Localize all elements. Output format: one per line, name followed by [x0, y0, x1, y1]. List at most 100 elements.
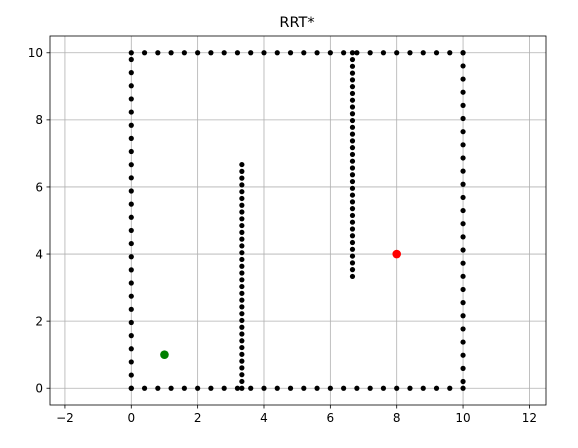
obstacle-point	[221, 50, 227, 56]
obstacle-point	[349, 206, 356, 212]
obstacle-point	[349, 226, 356, 232]
obstacle-point	[239, 161, 245, 168]
obstacle-point	[349, 145, 356, 151]
obstacle-point	[327, 50, 333, 56]
obstacle-point	[349, 260, 356, 266]
y-tick-label: 6	[35, 180, 43, 194]
start-goal-markers	[160, 249, 402, 359]
obstacle-point	[128, 319, 134, 326]
obstacle-point	[239, 283, 245, 290]
obstacle-point	[460, 194, 466, 201]
x-tick-label: 2	[194, 411, 202, 425]
obstacle-point	[349, 117, 356, 124]
obstacle-point	[239, 358, 245, 364]
obstacle-point	[420, 385, 426, 391]
obstacle-point	[354, 385, 360, 391]
obstacle-point	[239, 344, 245, 351]
obstacle-point	[460, 300, 466, 306]
obstacle-point	[460, 260, 466, 266]
obstacle-point	[327, 385, 333, 391]
obstacle-point	[460, 365, 466, 371]
obstacle-point	[239, 385, 245, 391]
y-tick-label: 2	[35, 314, 43, 328]
obstacle-point	[420, 50, 426, 56]
obstacle-point	[168, 50, 174, 56]
obstacle-point	[460, 168, 466, 174]
obstacle-points	[128, 50, 466, 391]
obstacle-point	[128, 162, 134, 168]
obstacle-point	[460, 234, 466, 240]
obstacle-point	[181, 385, 187, 391]
plot-area-frame	[49, 35, 547, 406]
obstacle-point	[349, 178, 356, 185]
obstacle-point	[349, 84, 356, 90]
obstacle-point	[460, 50, 466, 56]
obstacle-point	[239, 324, 245, 330]
obstacle-point	[128, 83, 134, 89]
obstacle-point	[433, 50, 440, 56]
obstacle-point	[349, 219, 356, 225]
obstacle-point	[341, 50, 347, 56]
obstacle-point	[239, 378, 245, 385]
obstacle-point	[447, 50, 453, 56]
obstacle-point	[239, 175, 245, 181]
obstacle-point	[407, 385, 413, 391]
obstacle-point	[460, 273, 466, 279]
obstacle-point	[394, 385, 400, 391]
obstacle-point	[128, 359, 134, 365]
obstacle-point	[349, 97, 356, 103]
obstacle-point	[181, 50, 187, 56]
y-tick-label: 4	[35, 247, 43, 261]
obstacle-point	[349, 192, 356, 198]
obstacle-point	[239, 311, 245, 317]
obstacle-point	[128, 280, 134, 286]
obstacle-point	[239, 202, 245, 208]
obstacle-point	[128, 333, 134, 339]
obstacle-point	[208, 385, 214, 391]
obstacle-point	[128, 372, 134, 378]
obstacle-point	[239, 290, 245, 296]
obstacle-point	[349, 111, 356, 117]
grid-lines	[50, 36, 546, 405]
chart-title: RRT*	[279, 15, 314, 31]
obstacle-point	[248, 385, 254, 391]
obstacle-point	[367, 385, 373, 391]
obstacle-point	[349, 253, 356, 259]
obstacle-point	[128, 70, 134, 76]
obstacle-point	[208, 50, 214, 56]
obstacle-point	[128, 385, 134, 391]
obstacle-point	[367, 50, 373, 56]
obstacle-point	[168, 385, 174, 391]
obstacle-point	[239, 297, 245, 303]
obstacle-point	[349, 56, 356, 63]
obstacle-point	[349, 104, 356, 110]
obstacle-point	[460, 221, 466, 227]
obstacle-point	[261, 385, 267, 391]
obstacle-point	[349, 90, 356, 97]
obstacle-point	[239, 331, 245, 337]
obstacle-point	[128, 175, 134, 181]
y-tick-label: 8	[35, 113, 43, 127]
obstacle-point	[460, 181, 466, 187]
obstacle-point	[460, 247, 466, 253]
start-point	[160, 350, 169, 359]
obstacle-point	[239, 216, 245, 222]
obstacle-point	[349, 267, 356, 273]
obstacle-point	[287, 385, 294, 391]
obstacle-point	[349, 212, 356, 219]
obstacle-point	[128, 267, 134, 273]
obstacle-point	[239, 256, 245, 263]
obstacle-point	[349, 158, 356, 164]
obstacle-point	[349, 246, 356, 252]
obstacle-point	[239, 229, 245, 235]
obstacle-point	[394, 50, 400, 56]
obstacle-point	[380, 50, 387, 56]
obstacle-point	[460, 385, 466, 391]
obstacle-point	[239, 236, 245, 242]
obstacle-point	[349, 63, 356, 69]
obstacle-point	[460, 207, 466, 214]
obstacle-point	[349, 131, 356, 137]
x-tick-label: 8	[393, 411, 401, 425]
y-tick-label: 10	[28, 46, 43, 60]
